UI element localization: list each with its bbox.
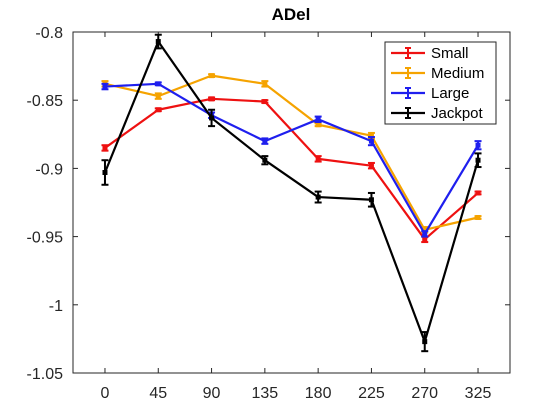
legend-label-jackpot: Jackpot <box>431 105 484 122</box>
data-point <box>475 215 481 221</box>
axis-ticks: 0 45 90 135 180 225 270 325 -0.8 -0.85 -0.9 -0.95 -1… <box>27 25 510 402</box>
data-point <box>209 73 215 79</box>
data-point <box>102 84 108 90</box>
series-medium <box>101 73 482 234</box>
legend-box <box>384 41 497 125</box>
plot-frame <box>72 31 511 374</box>
legend-label-small: Small <box>431 45 469 62</box>
data-point <box>475 157 481 163</box>
y-tick-label: -0.85 <box>27 93 64 110</box>
data-point <box>315 116 321 122</box>
x-tick-label: 90 <box>203 385 221 402</box>
x-tick-label: 0 <box>101 385 110 402</box>
y-tick-label: -0.8 <box>35 25 63 42</box>
x-tick-label: 45 <box>149 385 167 402</box>
data-point <box>102 169 108 175</box>
data-point <box>422 231 428 237</box>
data-point <box>315 122 321 128</box>
legend-label-medium: Medium <box>431 65 484 82</box>
data-point <box>422 339 428 345</box>
x-tick-label: 135 <box>252 385 279 402</box>
legend-label-large: Large <box>431 85 469 102</box>
data-point <box>422 227 428 233</box>
data-point <box>262 99 268 105</box>
data-point <box>315 156 321 162</box>
data-point <box>155 93 161 99</box>
legend: Small Medium Large Jackpot <box>384 41 497 125</box>
y-tick-label: -0.9 <box>35 161 63 178</box>
data-point <box>155 81 161 87</box>
data-point <box>155 39 161 45</box>
y-tick-label: -1 <box>49 298 63 315</box>
series-line-medium <box>104 74 479 231</box>
data-point <box>368 133 374 139</box>
series-jackpot <box>101 33 482 353</box>
data-point <box>475 142 481 148</box>
x-tick-label: 270 <box>411 385 438 402</box>
y-tick-label: -1.05 <box>27 366 64 383</box>
data-point <box>209 115 215 121</box>
data-point <box>315 194 321 200</box>
data-point <box>368 197 374 203</box>
series-line-jackpot <box>103 40 480 343</box>
data-point <box>368 138 374 144</box>
data-point <box>475 190 481 196</box>
series-line-large <box>104 82 479 235</box>
data-point <box>262 157 268 163</box>
data-point <box>209 96 215 102</box>
chart-title: ADel <box>272 5 311 24</box>
data-point <box>155 107 161 113</box>
x-tick-label: 225 <box>358 385 385 402</box>
data-point <box>262 138 268 144</box>
data-point <box>102 145 108 151</box>
data-point <box>368 163 374 169</box>
x-tick-label: 325 <box>465 385 492 402</box>
data-point <box>262 81 268 87</box>
series-layer <box>101 33 482 353</box>
y-tick-label: -0.95 <box>27 230 64 247</box>
data-point <box>422 236 428 242</box>
x-tick-label: 180 <box>305 385 332 402</box>
